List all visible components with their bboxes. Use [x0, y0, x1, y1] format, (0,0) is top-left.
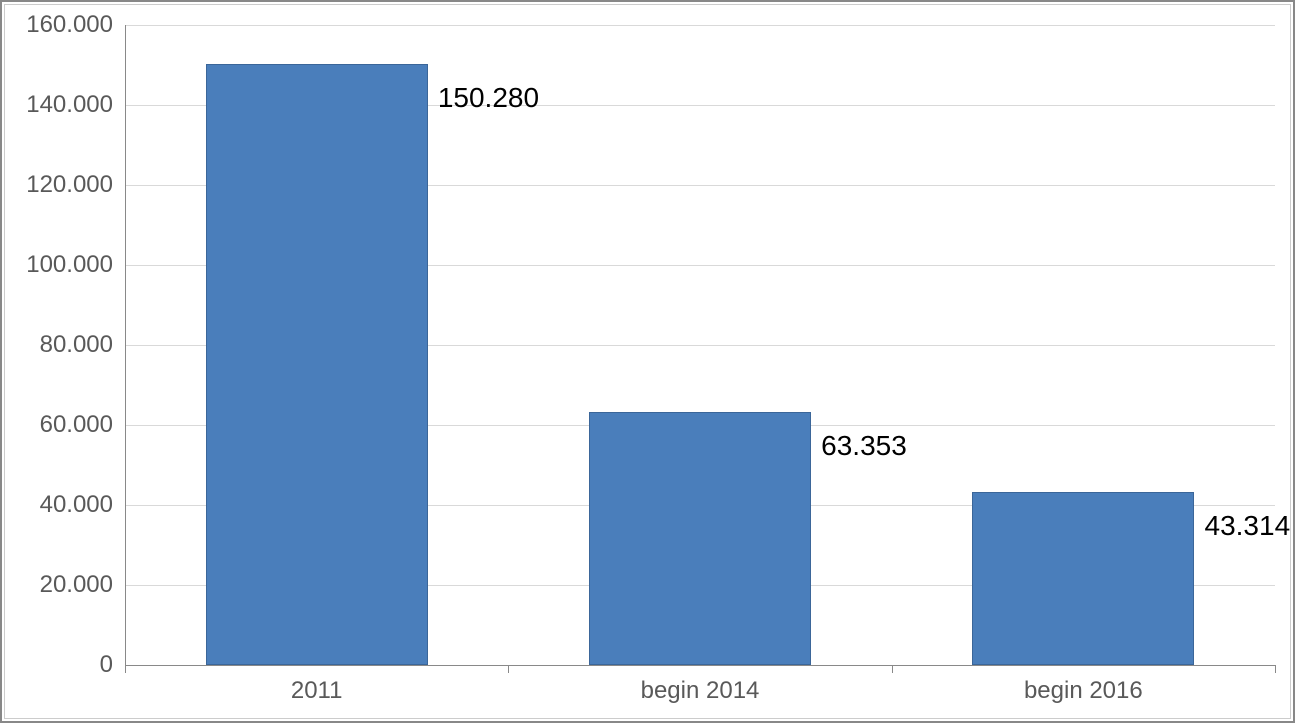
x-tick-mark	[508, 665, 509, 673]
bar	[206, 64, 428, 665]
y-tick-label: 0	[5, 651, 113, 679]
y-tick-label: 80.000	[5, 331, 113, 359]
chart-frame: 0 20.000 40.000 60.000 80.000 100.000 120.000 1…	[0, 0, 1295, 723]
y-tick-label: 160.000	[5, 11, 113, 39]
plot-area	[125, 25, 1275, 665]
x-tick-mark	[892, 665, 893, 673]
gridline	[125, 665, 1275, 666]
y-tick-label: 40.000	[5, 491, 113, 519]
y-tick-label: 60.000	[5, 411, 113, 439]
x-tick-label: begin 2016	[1024, 677, 1143, 705]
data-label: 43.314	[1205, 510, 1291, 542]
y-tick-label: 120.000	[5, 171, 113, 199]
x-tick-label: 2011	[291, 677, 343, 705]
bar-chart: 0 20.000 40.000 60.000 80.000 100.000 120.000 1…	[5, 5, 1290, 718]
data-label: 150.280	[438, 82, 539, 114]
gridline	[125, 25, 1275, 26]
chart-inset: 0 20.000 40.000 60.000 80.000 100.000 120.000 1…	[4, 4, 1291, 719]
bar	[972, 492, 1194, 665]
y-tick-label: 20.000	[5, 571, 113, 599]
x-tick-label: begin 2014	[641, 677, 760, 705]
y-axis-line	[125, 25, 126, 665]
x-tick-mark	[1275, 665, 1276, 673]
y-tick-label: 140.000	[5, 91, 113, 119]
x-tick-mark	[125, 665, 126, 673]
bar	[589, 412, 811, 665]
y-tick-label: 100.000	[5, 251, 113, 279]
data-label: 63.353	[821, 430, 907, 462]
